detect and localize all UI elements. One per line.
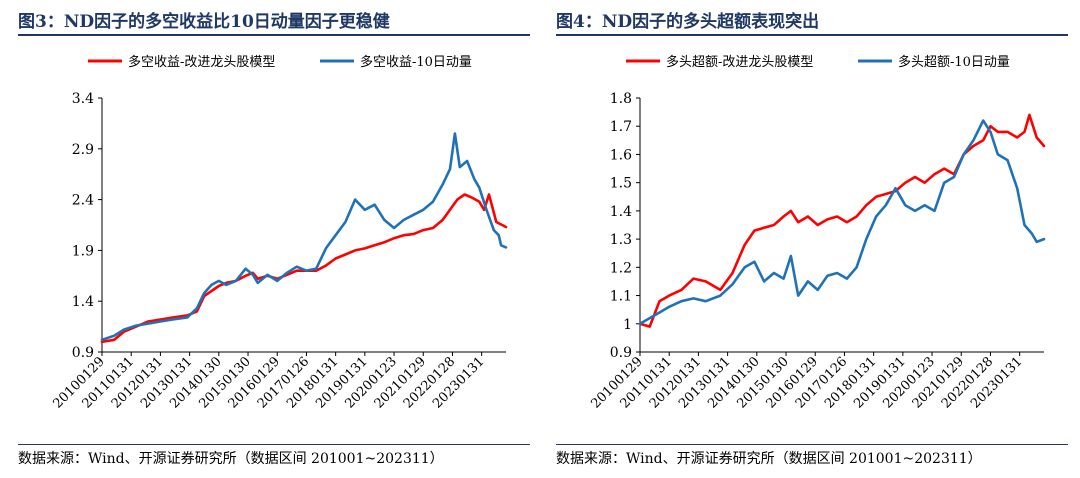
title-divider	[556, 34, 1068, 36]
y-tick-label: 1.9	[72, 243, 94, 259]
series-line-1	[100, 193, 508, 344]
y-tick-label: 1.8	[610, 91, 632, 107]
figure-4-line-chart: 多头超额-改进龙头股模型 多头超额-10日动量 0.9 1 1.1 1.2 1.3 1.4 1.…	[588, 54, 1046, 412]
source-divider	[18, 444, 530, 445]
series-line-2	[638, 119, 1046, 326]
figure-3-title: 图3：ND因子的多空收益比10日动量因子更稳健	[18, 12, 390, 32]
figure-4-panel: 图4：ND因子的多头超额表现突出 多头超额-改进龙头股模型 多头超额-10日动量 0…	[548, 0, 1072, 478]
figure-3-line-chart: 多空收益-改进龙头股模型 多空收益-10日动量 0.9 1.4 1.9 2.4 2.9 3.4…	[50, 54, 508, 412]
figure-3-panel: 图3：ND因子的多空收益比10日动量因子更稳健 多空收益-改进龙头股模型 多空收益…	[10, 0, 534, 478]
legend-label-1: 多空收益-改进龙头股模型	[128, 54, 275, 70]
y-tick-label: 1.1	[610, 289, 632, 305]
series-line-2	[100, 132, 508, 342]
y-tick-label: 1	[623, 317, 632, 333]
y-tick-label: 2.4	[72, 193, 94, 209]
y-tick-label: 1.3	[610, 232, 632, 248]
y-tick-label: 0.9	[610, 345, 632, 361]
y-tick-label: 0.9	[72, 345, 94, 361]
y-tick-label: 1.4	[72, 294, 94, 310]
y-tick-label: 2.9	[72, 142, 94, 158]
y-tick-label: 1.2	[610, 260, 632, 276]
figure-3-source: 数据来源：Wind、开源证券研究所（数据区间 201001~202311）	[18, 451, 444, 467]
series-line-1	[638, 113, 1046, 328]
source-divider	[556, 444, 1068, 445]
y-tick-label: 1.6	[610, 147, 632, 163]
legend-label-1: 多头超额-改进龙头股模型	[666, 54, 813, 70]
title-divider	[18, 34, 530, 36]
y-tick-label: 3.4	[72, 91, 94, 107]
legend-label-2: 多空收益-10日动量	[360, 54, 472, 70]
y-tick-label: 1.4	[610, 204, 632, 220]
y-tick-label: 1.7	[610, 119, 632, 135]
legend-label-2: 多头超额-10日动量	[898, 54, 1010, 70]
figure-4-source: 数据来源：Wind、开源证券研究所（数据区间 201001~202311）	[556, 451, 982, 467]
y-tick-label: 1.5	[610, 176, 632, 192]
figure-4-title: 图4：ND因子的多头超额表现突出	[556, 12, 820, 32]
